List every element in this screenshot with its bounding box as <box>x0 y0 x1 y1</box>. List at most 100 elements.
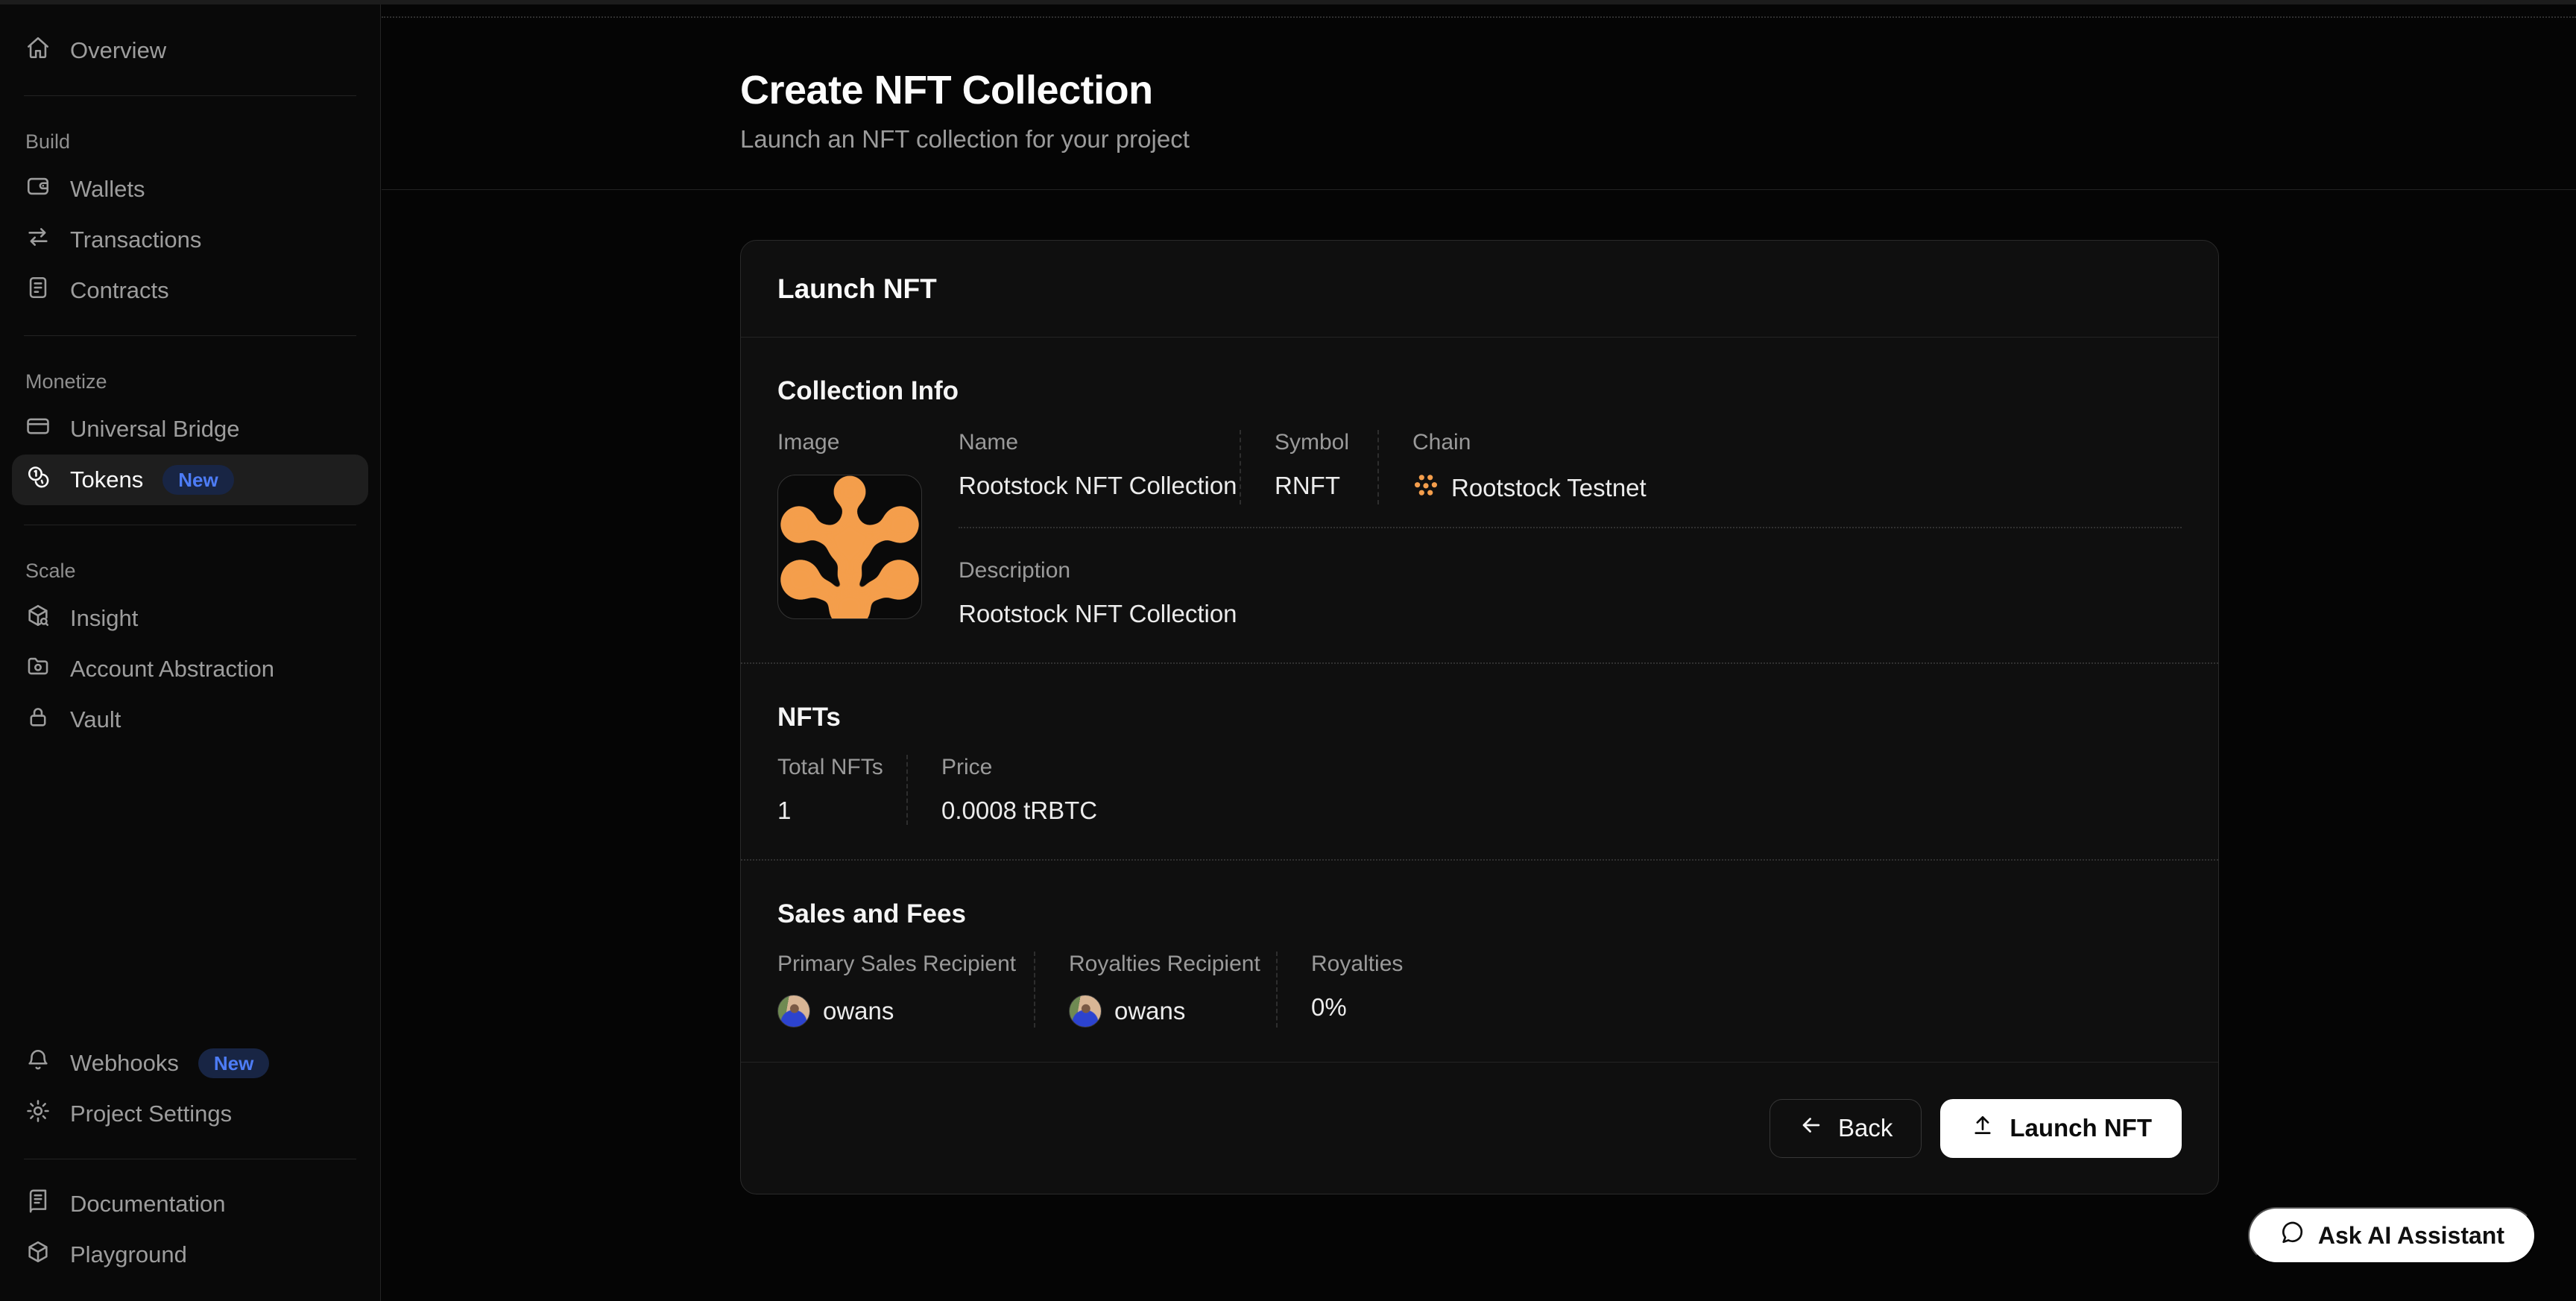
chain-value: Rootstock Testnet <box>1451 474 1647 501</box>
sidebar-item-transactions[interactable]: Transactions <box>12 215 368 265</box>
primary-sales-recipient-label: Primary Sales Recipient <box>777 952 1017 976</box>
chain-label: Chain <box>1412 430 1471 455</box>
sidebar-item-label: Universal Bridge <box>70 416 240 442</box>
symbol-value: RNFT <box>1275 472 1340 499</box>
sales-fees-section: Sales and Fees Primary Sales Recipient o… <box>741 859 2218 1062</box>
back-button[interactable]: Back <box>1769 1098 1922 1158</box>
collection-info-section: Collection Info Image <box>741 338 2218 662</box>
sidebar-item-webhooks[interactable]: Webhooks New <box>12 1038 368 1089</box>
lock-icon <box>25 704 51 735</box>
sidebar-section-monetize: Monetize <box>25 370 107 393</box>
folder-icon <box>25 653 51 685</box>
total-nfts-value: 1 <box>777 797 792 824</box>
ask-ai-assistant-label: Ask AI Assistant <box>2317 1221 2504 1249</box>
total-nfts-label: Total NFTs <box>777 755 883 779</box>
nft-collection-image <box>777 475 922 619</box>
sidebar-item-contracts[interactable]: Contracts <box>12 265 368 316</box>
chat-bubble-icon <box>2279 1220 2305 1251</box>
cube-search-icon <box>25 603 51 634</box>
royalties-value: 0% <box>1311 993 1347 1021</box>
window-top-edge <box>0 0 2576 4</box>
symbol-label: Symbol <box>1275 430 1350 455</box>
wallet-icon <box>25 174 51 205</box>
sidebar-spacer <box>12 745 368 1038</box>
name-label: Name <box>959 430 1019 455</box>
sidebar-item-tokens[interactable]: Tokens New <box>12 455 368 505</box>
royalties-recipient-value: owans <box>1114 997 1186 1025</box>
card-footer: Back Launch NFT <box>741 1062 2218 1194</box>
card-title: Launch NFT <box>741 241 2218 338</box>
sidebar-item-insight[interactable]: Insight <box>12 593 368 644</box>
main-content: Create NFT Collection Launch an NFT coll… <box>382 4 2576 1301</box>
rootstock-chain-icon <box>1412 472 1439 504</box>
launch-nft-button[interactable]: Launch NFT <box>1940 1098 2182 1158</box>
sidebar-divider <box>24 335 356 336</box>
launch-nft-button-label: Launch NFT <box>2010 1114 2152 1142</box>
avatar <box>1069 995 1102 1028</box>
primary-sales-recipient-field: Primary Sales Recipient owans <box>777 952 1034 1028</box>
sidebar-item-label: Vault <box>70 706 121 732</box>
page-title: Create NFT Collection <box>740 68 1153 113</box>
gear-icon <box>25 1098 51 1130</box>
coins-icon <box>25 464 51 496</box>
sidebar-item-label: Wallets <box>70 176 145 202</box>
upload-icon <box>1970 1112 1995 1144</box>
avatar <box>777 995 810 1028</box>
header-divider <box>382 189 2576 190</box>
royalties-label: Royalties <box>1311 952 1404 976</box>
sidebar-item-label: Playground <box>70 1241 187 1267</box>
page-header: Create NFT Collection Launch an NFT coll… <box>382 4 2576 153</box>
bell-icon <box>25 1048 51 1079</box>
description-field: Description Rootstock NFT Collection <box>959 558 2182 628</box>
sidebar-item-playground[interactable]: Playground <box>12 1229 368 1280</box>
chain-field: Chain Rootstock Testnet <box>1377 430 1647 504</box>
sidebar-item-label: Webhooks <box>70 1050 179 1076</box>
sidebar-item-documentation[interactable]: Documentation <box>12 1179 368 1229</box>
image-label: Image <box>777 430 840 455</box>
nfts-heading: NFTs <box>777 703 841 732</box>
content-top-dotted-divider <box>382 16 2576 18</box>
total-nfts-field: Total NFTs 1 <box>777 755 906 825</box>
price-label: Price <box>941 755 993 779</box>
sidebar-item-label: Overview <box>70 37 167 63</box>
arrow-left-icon <box>1799 1112 1824 1144</box>
image-column: Image <box>777 430 959 628</box>
sidebar-item-overview[interactable]: Overview <box>12 25 368 76</box>
royalties-recipient-label: Royalties Recipient <box>1069 952 1260 976</box>
sidebar-item-account-abstraction[interactable]: Account Abstraction <box>12 644 368 694</box>
description-value: Rootstock NFT Collection <box>959 600 1237 627</box>
sidebar-item-vault[interactable]: Vault <box>12 694 368 745</box>
royalties-field: Royalties 0% <box>1276 952 1403 1028</box>
sidebar: Overview Build Wallets Transactions Cont… <box>0 4 381 1301</box>
royalties-recipient-field: Royalties Recipient owans <box>1034 952 1276 1028</box>
document-icon <box>25 275 51 306</box>
sales-fees-heading: Sales and Fees <box>777 899 966 928</box>
sidebar-item-label: Transactions <box>70 227 202 253</box>
symbol-field: Symbol RNFT <box>1240 430 1377 504</box>
sidebar-item-label: Project Settings <box>70 1101 233 1127</box>
sidebar-item-label: Contracts <box>70 277 169 303</box>
launch-nft-card: Launch NFT Collection Info Image <box>740 240 2219 1194</box>
sidebar-section-scale: Scale <box>25 560 76 582</box>
nfts-section: NFTs Total NFTs 1 Price 0.0008 tRBTC <box>741 662 2218 859</box>
sidebar-item-label: Insight <box>70 605 139 631</box>
new-badge: New <box>162 465 234 495</box>
price-field: Price 0.0008 tRBTC <box>906 755 1097 825</box>
primary-sales-recipient-value: owans <box>823 997 894 1025</box>
sidebar-item-label: Account Abstraction <box>70 656 274 682</box>
sidebar-item-universal-bridge[interactable]: Universal Bridge <box>12 404 368 455</box>
swap-arrows-icon <box>25 224 51 256</box>
sidebar-divider <box>24 95 356 96</box>
sidebar-item-project-settings[interactable]: Project Settings <box>12 1089 368 1139</box>
description-label: Description <box>959 558 1071 583</box>
sidebar-item-label: Tokens <box>70 466 144 493</box>
credit-card-icon <box>25 414 51 445</box>
sidebar-item-wallets[interactable]: Wallets <box>12 164 368 215</box>
book-icon <box>25 1188 51 1220</box>
new-badge: New <box>198 1048 270 1078</box>
ask-ai-assistant-button[interactable]: Ask AI Assistant <box>2247 1207 2536 1264</box>
collection-info-fields: Name Rootstock NFT Collection Symbol RNF… <box>959 430 2182 628</box>
home-icon <box>25 35 51 66</box>
price-value: 0.0008 tRBTC <box>941 797 1098 824</box>
collection-info-heading: Collection Info <box>777 376 959 405</box>
